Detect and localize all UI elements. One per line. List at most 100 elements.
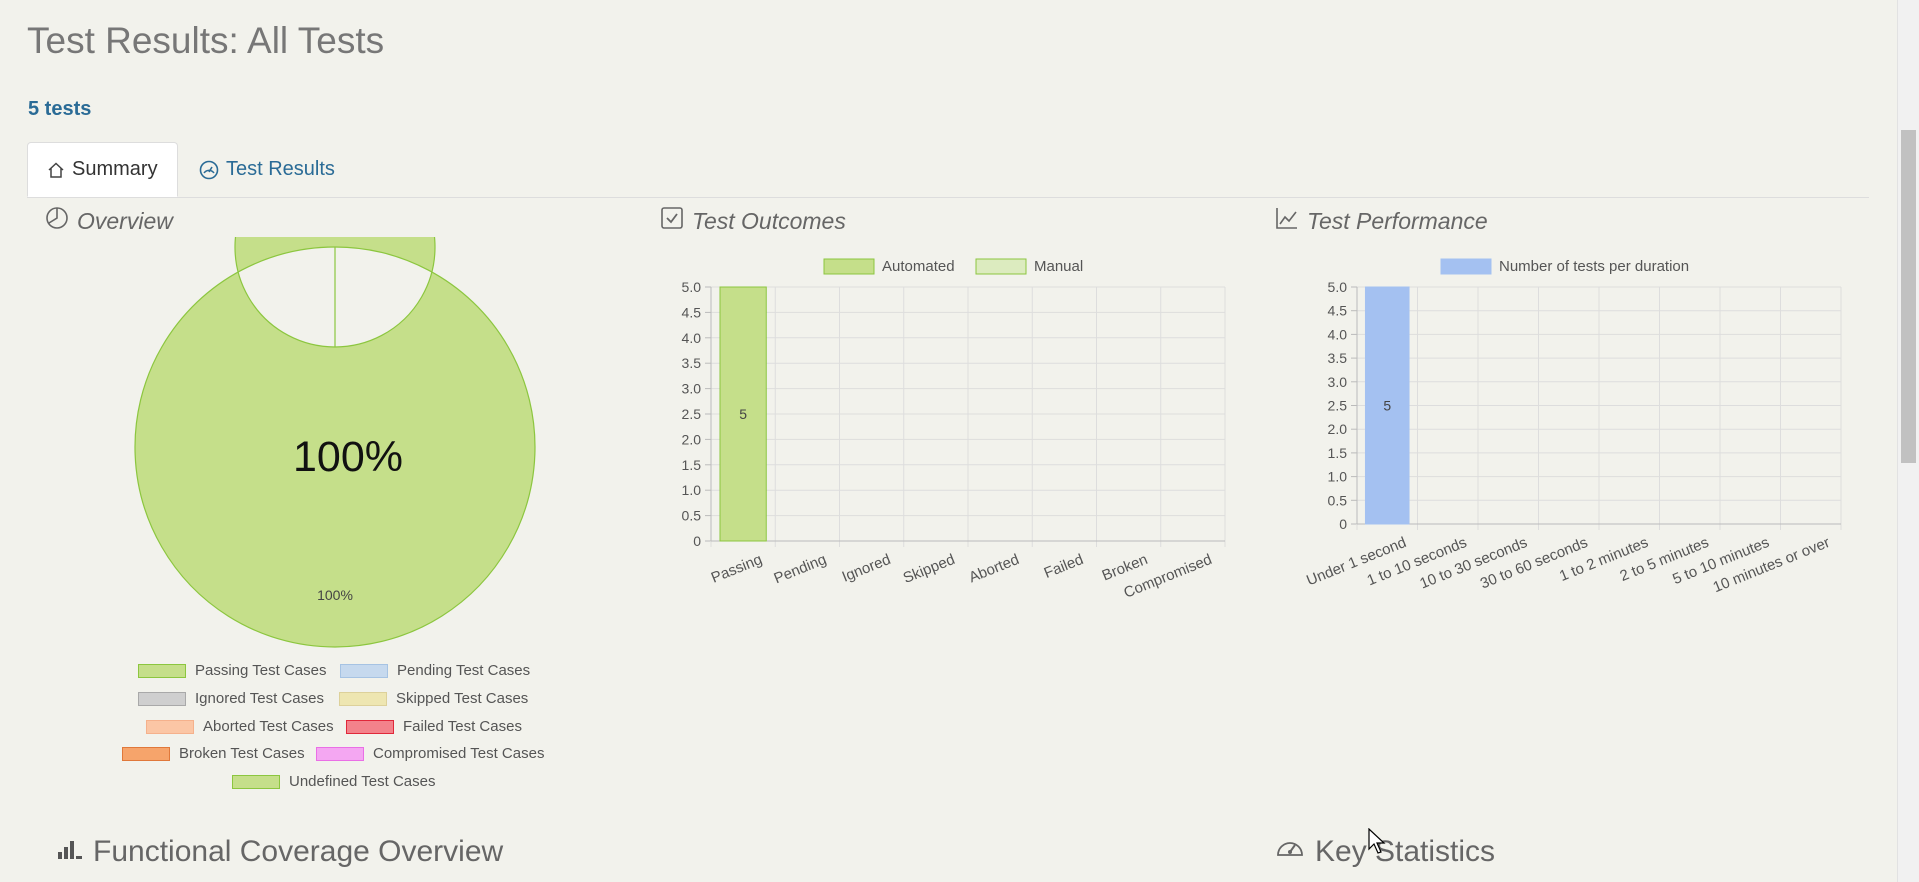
functional-coverage-heading: Functional Coverage Overview	[57, 835, 503, 869]
key-statistics-title: Key Statistics	[1315, 835, 1496, 868]
legend-swatch	[975, 258, 1027, 275]
x-tick-label: Pending	[771, 551, 828, 587]
gauge-icon	[199, 160, 219, 180]
tab-summary[interactable]: Summary	[27, 142, 178, 197]
bar[interactable]	[719, 286, 767, 542]
scrollbar-thumb[interactable]	[1901, 130, 1916, 463]
mouse-cursor-icon	[1368, 828, 1386, 854]
outcomes-heading: Test Outcomes	[660, 206, 846, 236]
legend-label: Manual	[1034, 258, 1083, 275]
y-tick-label: 2.0	[682, 431, 702, 447]
legend-swatch	[146, 719, 194, 734]
y-tick-label: 0	[693, 533, 701, 549]
y-tick-label: 4.0	[682, 330, 702, 346]
legend-item[interactable]: Undefined Test Cases	[232, 773, 435, 790]
key-statistics-heading: Key Statistics	[1275, 835, 1495, 869]
legend-item[interactable]: Skipped Test Cases	[339, 690, 528, 707]
legend-label: Ignored Test Cases	[195, 690, 324, 707]
performance-bar-chart: Number of tests per duration 0 0.5 1.0 1.5 2.…	[1304, 258, 1842, 596]
legend-label: Pending Test Cases	[397, 662, 531, 679]
vertical-scrollbar[interactable]	[1897, 0, 1919, 882]
x-tick-label: Ignored	[840, 551, 894, 586]
x-tick-label: Aborted	[967, 551, 1022, 586]
y-tick-label: 2.0	[1328, 421, 1348, 437]
y-tick-label: 0.5	[1328, 492, 1348, 508]
legend-item[interactable]: Ignored Test Cases	[138, 690, 324, 707]
legend-label: Compromised Test Cases	[373, 745, 545, 762]
y-tick-label: 3.5	[682, 355, 702, 371]
test-count: 5 tests	[28, 98, 92, 120]
y-tick-label: 5.0	[682, 279, 702, 295]
outcomes-bar-chart: Automated Manual 0 0.5 1.0 1.5 2.0 2.5 3.0 3.5 4.0…	[682, 258, 1226, 602]
legend-item[interactable]: Failed Test Cases	[346, 718, 522, 735]
outcomes-title: Test Outcomes	[692, 207, 846, 234]
chart-legend: Number of tests per duration	[1440, 258, 1689, 275]
legend-swatch	[122, 746, 170, 761]
bar-data-label: 5	[1383, 398, 1391, 414]
legend-item[interactable]: Aborted Test Cases	[146, 718, 334, 735]
checkbox-icon	[660, 206, 684, 236]
y-tick-label: 4.0	[1328, 326, 1348, 342]
legend-swatch	[1440, 258, 1492, 275]
legend-label: Passing Test Cases	[195, 662, 327, 679]
x-tick-label: Failed	[1042, 551, 1086, 582]
chart-legend: Automated Manual	[823, 258, 1083, 275]
line-chart-icon	[1275, 206, 1299, 236]
legend-item[interactable]: Compromised Test Cases	[316, 745, 544, 762]
y-tick-label: 3.0	[1328, 374, 1348, 390]
y-tick-label: 3.0	[682, 381, 702, 397]
legend-swatch	[346, 719, 394, 734]
pie-center-label: 100%	[293, 433, 403, 481]
y-tick-label: 1.0	[1328, 469, 1348, 485]
y-tick-label: 4.5	[682, 304, 702, 320]
legend-label: Automated	[882, 258, 955, 275]
legend-label: Skipped Test Cases	[396, 690, 529, 707]
tab-summary-label: Summary	[72, 158, 158, 180]
legend-swatch	[823, 258, 875, 275]
y-tick-label: 2.5	[682, 406, 702, 422]
legend-label: Broken Test Cases	[179, 745, 305, 762]
x-tick-label: Passing	[709, 551, 765, 587]
report-page: Test Results: All Tests 5 tests Summary …	[27, 20, 1869, 869]
legend-item[interactable]: Broken Test Cases	[122, 745, 305, 762]
report-tabs: Summary Test Results	[27, 142, 1869, 198]
overview-heading: Overview	[45, 206, 173, 236]
y-tick-label: 1.5	[1328, 445, 1348, 461]
legend-swatch	[138, 663, 186, 678]
functional-coverage-title: Functional Coverage Overview	[93, 835, 504, 868]
pie-slice-label: 100%	[317, 587, 353, 603]
y-tick-label: 0.5	[682, 508, 702, 524]
page-title: Test Results: All Tests	[27, 20, 385, 61]
tab-test-results-label: Test Results	[226, 158, 335, 180]
performance-title: Test Performance	[1307, 207, 1488, 234]
legend-label: Failed Test Cases	[403, 718, 522, 735]
overview-title: Overview	[77, 207, 173, 234]
legend-swatch	[316, 746, 364, 761]
home-icon	[47, 161, 65, 179]
legend-label: Aborted Test Cases	[203, 718, 334, 735]
overview-doughnut-chart: 100% 100%	[134, 237, 536, 648]
y-tick-label: 3.5	[1328, 350, 1348, 366]
legend-label: Number of tests per duration	[1499, 258, 1689, 275]
pie-slice	[134, 237, 536, 648]
bar-chart-icon	[57, 835, 83, 869]
y-tick-label: 1.0	[682, 482, 702, 498]
legend-swatch	[138, 691, 186, 706]
y-tick-label: 1.5	[682, 457, 702, 473]
pie-chart-icon	[45, 206, 69, 236]
bar[interactable]	[1364, 286, 1410, 525]
x-tick-label: Skipped	[901, 551, 958, 587]
y-tick-label: 0	[1339, 516, 1347, 532]
y-tick-label: 5.0	[1328, 279, 1348, 295]
tab-test-results[interactable]: Test Results	[199, 142, 335, 197]
legend-item[interactable]: Pending Test Cases	[340, 662, 530, 679]
bar-data-label: 5	[739, 406, 747, 422]
speedometer-icon	[1275, 835, 1305, 869]
y-tick-label: 4.5	[1328, 303, 1348, 319]
legend-item[interactable]: Passing Test Cases	[138, 662, 326, 679]
legend-swatch	[340, 663, 388, 678]
legend-swatch	[232, 774, 280, 789]
legend-swatch	[339, 691, 387, 706]
performance-heading: Test Performance	[1275, 206, 1488, 236]
legend-label: Undefined Test Cases	[289, 773, 436, 790]
